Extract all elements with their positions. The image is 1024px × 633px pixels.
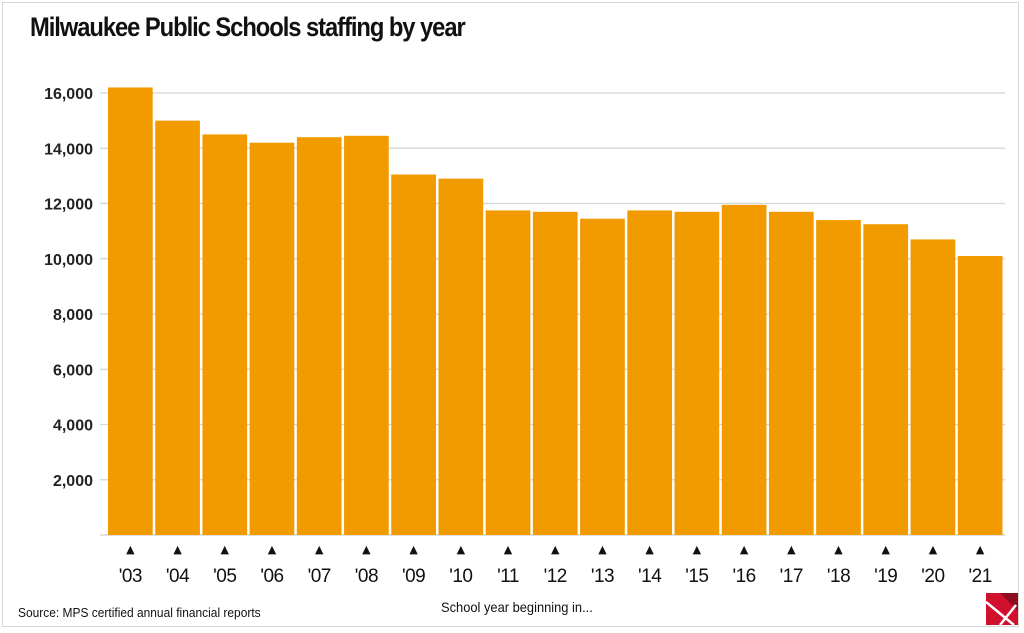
bar [532, 211, 578, 535]
bar [108, 87, 153, 535]
bar [910, 239, 956, 535]
x-tick-marker: ▲ [504, 543, 513, 556]
x-tick-marker: ▲ [221, 543, 230, 556]
x-tick-marker: ▲ [881, 543, 890, 556]
x-tick-label: '14 [638, 566, 662, 587]
bar [438, 178, 484, 535]
bar [344, 135, 389, 535]
x-tick-label: '20 [921, 566, 944, 587]
x-tick-marker: ▲ [740, 543, 749, 556]
y-tick-label: 14,000 [44, 141, 93, 158]
bar [296, 137, 342, 535]
x-tick-marker: ▲ [834, 543, 843, 556]
x-tick-label: '18 [827, 566, 850, 587]
bar [485, 210, 531, 535]
x-tick-marker: ▲ [126, 543, 135, 556]
x-tick-label: '13 [591, 566, 614, 587]
x-tick-label: '12 [544, 566, 567, 587]
bar [816, 220, 861, 535]
bar [863, 224, 909, 535]
y-tick-label: 16,000 [44, 86, 93, 103]
x-tick-label: '09 [402, 566, 425, 587]
x-tick-label: '17 [780, 566, 803, 587]
x-tick-marker: ▲ [693, 543, 702, 556]
x-tick-marker: ▲ [645, 543, 654, 556]
x-tick-marker: ▲ [598, 543, 607, 556]
bar [627, 210, 673, 535]
x-tick-label: '07 [308, 566, 331, 587]
logo-icon [986, 593, 1018, 625]
y-tick-label: 8,000 [53, 307, 93, 324]
bar [674, 211, 720, 535]
x-tick-label: '16 [732, 566, 755, 587]
x-tick-label: '08 [355, 566, 378, 587]
x-tick-label: '05 [213, 566, 236, 587]
x-tick-marker: ▲ [457, 543, 466, 556]
bar [391, 174, 436, 535]
x-tick-marker: ▲ [362, 543, 371, 556]
y-tick-label: 6,000 [53, 362, 93, 379]
x-tick-marker: ▲ [787, 543, 796, 556]
x-axis-label: School year beginning in... [441, 599, 593, 615]
x-tick-marker: ▲ [315, 543, 324, 556]
y-tick-label: 10,000 [44, 252, 93, 269]
y-tick-label: 2,000 [53, 473, 93, 490]
bar [957, 255, 1003, 536]
x-tick-label: '04 [166, 566, 190, 587]
y-tick-label: 4,000 [53, 418, 93, 435]
x-tick-marker: ▲ [409, 543, 418, 556]
x-tick-label: '15 [685, 566, 708, 587]
x-tick-marker: ▲ [976, 543, 985, 556]
x-tick-marker: ▲ [929, 543, 938, 556]
bar [155, 120, 200, 535]
bar [249, 142, 295, 535]
source-note: Source: MPS certified annual financial r… [18, 605, 261, 620]
bar [768, 211, 814, 535]
x-tick-label: '11 [497, 566, 519, 587]
x-tick-label: '06 [260, 566, 283, 587]
y-tick-label: 12,000 [44, 197, 93, 214]
x-tick-label: '21 [969, 566, 992, 587]
chart-title: Milwaukee Public Schools staffing by yea… [30, 12, 466, 42]
x-tick-label: '10 [449, 566, 472, 587]
x-tick-label: '03 [119, 566, 142, 587]
x-tick-marker: ▲ [268, 543, 277, 556]
bar [721, 204, 767, 535]
x-tick-marker: ▲ [551, 543, 560, 556]
bar [580, 218, 625, 535]
x-tick-label: '19 [874, 566, 897, 587]
bar [202, 134, 248, 535]
x-tick-marker: ▲ [173, 543, 182, 556]
